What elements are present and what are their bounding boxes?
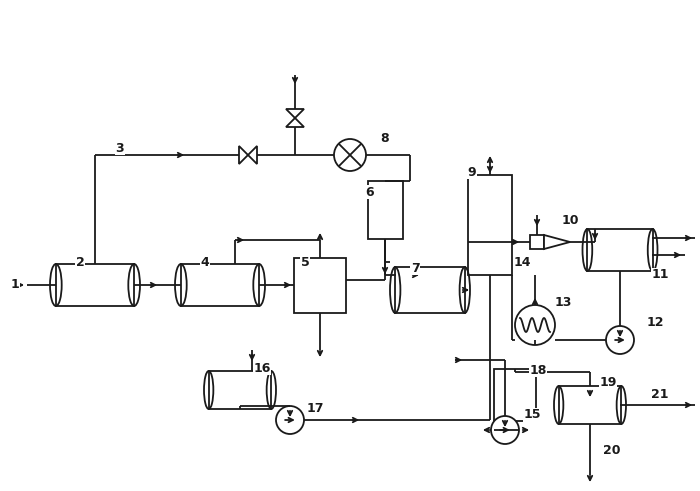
Bar xyxy=(56,264,134,306)
Bar xyxy=(181,264,259,306)
Bar xyxy=(468,175,512,275)
Text: 14: 14 xyxy=(513,255,531,269)
Text: 7: 7 xyxy=(411,262,419,274)
Bar xyxy=(294,257,346,312)
Text: 21: 21 xyxy=(651,388,668,402)
Bar xyxy=(368,181,402,239)
Text: 19: 19 xyxy=(599,376,617,388)
Circle shape xyxy=(276,406,304,434)
Text: 17: 17 xyxy=(307,402,323,414)
Polygon shape xyxy=(544,235,570,249)
Text: 3: 3 xyxy=(116,141,125,155)
Circle shape xyxy=(491,416,519,444)
Bar xyxy=(530,235,544,249)
Bar xyxy=(494,369,536,421)
Text: 20: 20 xyxy=(603,443,621,457)
Text: 15: 15 xyxy=(524,409,540,421)
Text: 10: 10 xyxy=(561,214,579,226)
Circle shape xyxy=(515,305,555,345)
Text: 9: 9 xyxy=(468,165,476,179)
Text: 16: 16 xyxy=(253,361,271,375)
Text: 6: 6 xyxy=(365,186,375,198)
Bar xyxy=(559,386,622,424)
Circle shape xyxy=(606,326,634,354)
Text: 4: 4 xyxy=(201,255,209,269)
Polygon shape xyxy=(286,118,304,127)
Circle shape xyxy=(334,139,366,171)
Polygon shape xyxy=(286,109,304,118)
Text: 1: 1 xyxy=(10,278,20,292)
Text: 8: 8 xyxy=(381,132,389,144)
Text: 12: 12 xyxy=(646,316,664,328)
Polygon shape xyxy=(239,146,248,164)
Bar xyxy=(395,267,465,313)
Bar xyxy=(587,229,652,271)
Text: 11: 11 xyxy=(651,269,668,281)
Polygon shape xyxy=(248,146,257,164)
Text: 18: 18 xyxy=(529,363,547,377)
Text: 13: 13 xyxy=(554,296,572,308)
Bar xyxy=(209,371,272,409)
Text: 5: 5 xyxy=(300,255,309,269)
Text: 2: 2 xyxy=(76,255,85,269)
